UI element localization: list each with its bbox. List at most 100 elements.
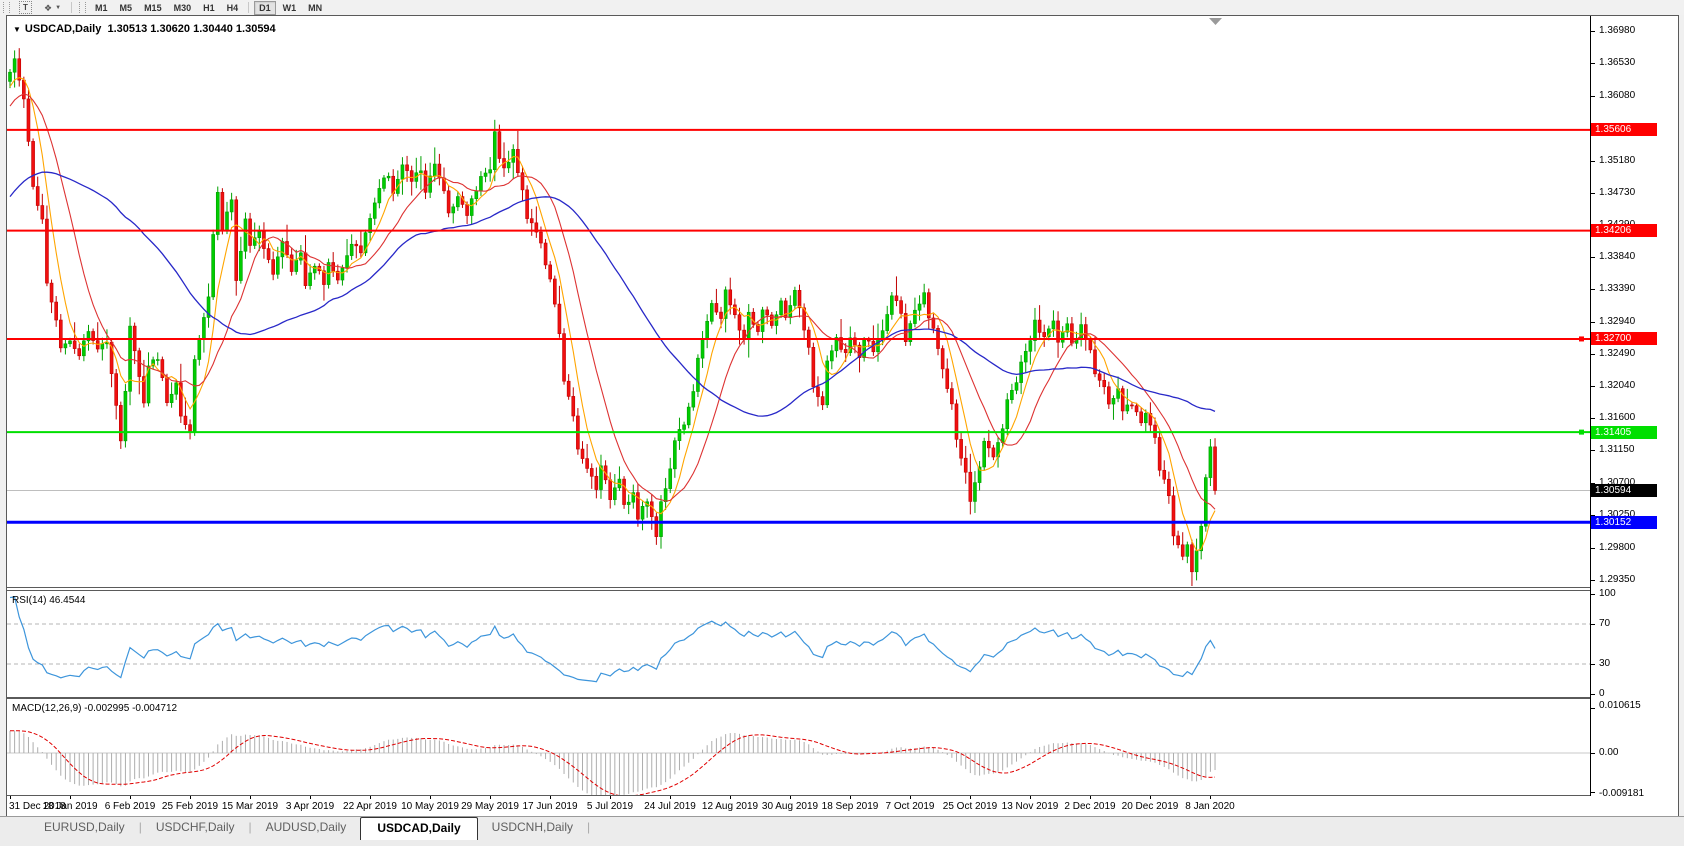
macd-tick-label: 0.00 bbox=[1599, 747, 1619, 758]
candle bbox=[714, 288, 719, 316]
hline-price-chip[interactable]: 1.30152 bbox=[1591, 516, 1657, 529]
toolbar-grip[interactable] bbox=[3, 2, 10, 13]
candle bbox=[626, 494, 631, 515]
price-tick-label: 1.29350 bbox=[1599, 574, 1636, 585]
candle bbox=[571, 387, 576, 422]
candle bbox=[1033, 307, 1037, 352]
macd-histogram-layer bbox=[9, 730, 1216, 795]
date-label: 2 Dec 2019 bbox=[1064, 801, 1116, 812]
candle bbox=[119, 401, 123, 449]
candle bbox=[275, 246, 280, 279]
ma-line-6 bbox=[9, 77, 1216, 552]
timeframe-button-d1[interactable]: D1 bbox=[254, 0, 276, 15]
candle bbox=[723, 286, 728, 333]
timeframe-button-mn[interactable]: MN bbox=[308, 2, 323, 13]
candle bbox=[797, 284, 802, 318]
candle bbox=[977, 461, 982, 491]
candle bbox=[502, 142, 506, 177]
candle bbox=[483, 167, 488, 183]
timeframe-button-h4[interactable]: H4 bbox=[226, 2, 239, 13]
candle bbox=[599, 454, 603, 499]
candle bbox=[31, 138, 35, 190]
timeframe-button-h1[interactable]: H1 bbox=[203, 2, 215, 13]
candles-layer bbox=[8, 48, 1217, 586]
candle bbox=[488, 157, 492, 182]
candle bbox=[885, 305, 890, 334]
candle bbox=[225, 201, 229, 235]
candle bbox=[1107, 381, 1111, 409]
candle bbox=[1148, 402, 1153, 433]
tab-separator: | bbox=[587, 820, 591, 834]
candle bbox=[169, 382, 174, 408]
tab-usdcnh[interactable]: USDCNH,Daily bbox=[491, 820, 574, 834]
timeframe-button-m1[interactable]: M1 bbox=[95, 2, 108, 13]
candle bbox=[1139, 407, 1143, 427]
date-label: 22 Apr 2019 bbox=[343, 801, 397, 812]
timeframe-button-m30[interactable]: M30 bbox=[173, 2, 192, 13]
timeframe-button-m15[interactable]: M15 bbox=[144, 2, 162, 13]
candle bbox=[359, 231, 363, 258]
candle bbox=[294, 249, 299, 275]
candle bbox=[506, 150, 511, 174]
candle bbox=[1167, 471, 1171, 504]
candle bbox=[363, 229, 368, 256]
candle bbox=[1190, 539, 1194, 586]
date-axis-tick bbox=[490, 796, 491, 799]
price-axis[interactable]: 1.369801.365301.360801.356301.351801.347… bbox=[1590, 16, 1677, 799]
candle bbox=[548, 261, 552, 283]
price-tick-label: 1.33390 bbox=[1599, 283, 1636, 294]
candle bbox=[1023, 343, 1028, 373]
macd-panel[interactable]: MACD(12,26,9) -0.002995 -0.004712 bbox=[7, 698, 1676, 796]
candle bbox=[409, 165, 414, 196]
chart-shift-marker-icon[interactable] bbox=[1209, 18, 1222, 25]
axis-tick bbox=[1591, 96, 1595, 97]
rsi-plot bbox=[7, 596, 1590, 683]
rsi-tick-label: 30 bbox=[1599, 658, 1611, 669]
candlestick-chart[interactable] bbox=[7, 16, 1590, 586]
candle bbox=[668, 457, 673, 494]
tab-usdchf[interactable]: USDCHF,Daily bbox=[155, 820, 235, 834]
date-label: 17 Jun 2019 bbox=[522, 801, 578, 812]
main-price-panel[interactable]: ▼ USDCAD,Daily 1.30513 1.30620 1.30440 1.… bbox=[7, 16, 1676, 588]
timeframe-button-m5[interactable]: M5 bbox=[119, 2, 133, 13]
date-axis[interactable]: 31 Dec 2018 18 Jan 2019 6 Feb 2019 25 Feb 2… bbox=[7, 795, 1676, 816]
candle bbox=[372, 197, 377, 226]
text-label-tool-button[interactable]: T bbox=[14, 0, 37, 16]
hline-price-chip[interactable]: 1.32700 bbox=[1591, 332, 1657, 345]
candle bbox=[202, 312, 206, 353]
candle bbox=[1171, 486, 1176, 546]
toolbar-grip[interactable] bbox=[79, 2, 87, 13]
candle bbox=[987, 429, 991, 458]
candle bbox=[331, 252, 335, 277]
candle bbox=[1093, 336, 1097, 378]
candle bbox=[511, 144, 516, 180]
candle bbox=[243, 212, 248, 259]
candle bbox=[649, 494, 654, 530]
candle bbox=[996, 437, 1000, 468]
candle bbox=[954, 399, 959, 448]
tab-eurusd[interactable]: EURUSD,Daily bbox=[44, 820, 125, 834]
hline-price-chip[interactable]: 1.31405 bbox=[1591, 426, 1657, 439]
ma-line-45 bbox=[9, 171, 1216, 417]
rsi-panel[interactable]: RSI(14) 46.4544 bbox=[7, 590, 1676, 698]
candle bbox=[862, 336, 866, 362]
hline-handle[interactable] bbox=[1579, 336, 1584, 342]
candle bbox=[1019, 355, 1023, 395]
candle bbox=[100, 337, 105, 361]
candle bbox=[1010, 383, 1014, 404]
tab-audusd[interactable]: AUDUSD,Daily bbox=[265, 820, 347, 834]
horizontal-lines-layer bbox=[7, 128, 1590, 524]
candle bbox=[456, 191, 460, 211]
arrange-dropdown-button[interactable]: ❖ ▼ bbox=[39, 1, 66, 15]
hline-price-chip[interactable]: 1.35606 bbox=[1591, 123, 1657, 136]
timeframe-button-w1[interactable]: W1 bbox=[282, 2, 297, 13]
candle bbox=[793, 286, 797, 309]
hline-handle[interactable] bbox=[1579, 429, 1584, 435]
candle bbox=[137, 347, 142, 395]
candle bbox=[1097, 369, 1102, 388]
candle bbox=[414, 157, 419, 189]
date-axis-tick bbox=[550, 796, 551, 799]
candle bbox=[926, 288, 931, 329]
hline-price-chip[interactable]: 1.34206 bbox=[1591, 224, 1657, 237]
tab-usdcad[interactable]: USDCAD,Daily bbox=[360, 817, 478, 840]
